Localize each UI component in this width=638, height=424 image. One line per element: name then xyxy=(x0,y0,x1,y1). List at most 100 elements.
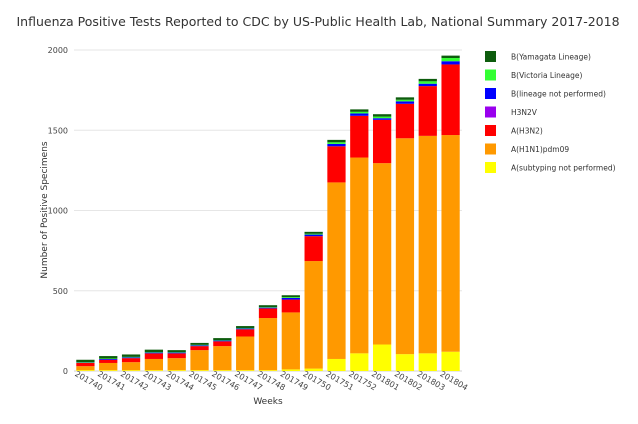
bar-segment xyxy=(395,101,415,104)
bar-segment xyxy=(418,83,437,87)
bar-segment xyxy=(350,157,369,354)
x-axis-title: Weeks xyxy=(253,397,283,407)
bar-segment xyxy=(304,234,323,237)
bar-stack-201801 xyxy=(372,114,392,371)
bar-stack-201750 xyxy=(304,231,323,371)
bar-segment xyxy=(121,370,141,371)
bar-segment xyxy=(99,359,118,363)
bar-segment xyxy=(304,231,323,234)
bar-segment xyxy=(350,111,369,114)
bar-stack-201741 xyxy=(99,356,118,371)
legend-swatch xyxy=(485,143,496,155)
bar-stack-201748 xyxy=(258,305,278,371)
bar-segment xyxy=(281,369,300,371)
bar-segment xyxy=(304,261,323,369)
bar-stack-201743 xyxy=(144,349,164,371)
bar-segment xyxy=(441,64,460,136)
legend-label: A(H3N2) xyxy=(511,127,543,136)
bar-stack-201752 xyxy=(350,109,369,371)
legend-label: A(H1N1)pdm09 xyxy=(511,145,569,154)
bar-segment xyxy=(418,78,437,82)
bar-stack-201751 xyxy=(327,139,346,371)
bar-stack-201740 xyxy=(76,359,95,371)
bar-segment xyxy=(190,370,209,371)
legend-swatch xyxy=(485,88,496,99)
bar-stack-201802 xyxy=(395,97,415,371)
bar-segment xyxy=(258,318,278,371)
y-tick-label: 0 xyxy=(63,367,68,376)
bar-segment xyxy=(258,305,278,308)
bar-segment xyxy=(418,81,437,84)
bar-segment xyxy=(281,299,300,313)
bar-segment xyxy=(327,146,346,183)
bar-segment xyxy=(167,352,186,354)
bar-segment xyxy=(372,114,392,117)
bar-segment xyxy=(395,99,415,102)
bar-segment xyxy=(350,113,369,116)
bar-segment xyxy=(236,326,255,328)
bar-stack-201749 xyxy=(281,295,300,371)
bar-segment xyxy=(213,370,232,371)
bar-stack-201746 xyxy=(213,338,232,371)
y-tick-label: 1000 xyxy=(48,207,68,216)
bar-segment xyxy=(99,362,118,371)
bar-segment xyxy=(121,358,141,363)
bar-segment xyxy=(281,295,300,298)
bar-segment xyxy=(144,352,164,354)
bar-segment xyxy=(441,55,460,59)
bar-segment xyxy=(281,297,300,298)
y-axis-title: Number of Positive Specimens xyxy=(40,141,50,279)
legend-item[interactable]: B(lineage not performed) xyxy=(485,88,606,99)
legend-swatch xyxy=(485,51,496,62)
bar-segment xyxy=(304,368,323,371)
legend-item[interactable]: H3N2V xyxy=(485,106,538,118)
bar-segment xyxy=(213,341,232,347)
bar-segment xyxy=(121,357,141,359)
bar-stack-201742 xyxy=(121,354,141,371)
bar-segment xyxy=(327,142,346,144)
bar-segment xyxy=(167,370,186,371)
bar-segment xyxy=(281,312,300,370)
bar-segment xyxy=(281,297,300,300)
bar-segment xyxy=(350,353,369,371)
x-axis-ticks: 2017402017412017422017432017442017452017… xyxy=(73,369,469,392)
bar-segment xyxy=(144,349,164,353)
y-tick-label: 500 xyxy=(53,287,68,296)
bar-segment xyxy=(144,358,164,371)
y-tick-label: 2000 xyxy=(48,46,68,55)
bar-segment xyxy=(236,370,255,371)
bar-stack-201744 xyxy=(167,350,186,371)
legend-item[interactable]: B(Victoria Lineage) xyxy=(485,69,583,81)
bar-segment xyxy=(258,370,278,371)
legend-item[interactable]: B(Yamagata Lineage) xyxy=(485,51,591,62)
bar-segment xyxy=(213,340,232,342)
legend-label: A(subtyping not performed) xyxy=(511,164,616,173)
legend: B(Yamagata Lineage) B(Victoria Lineage) B(… xyxy=(485,51,616,173)
legend-item[interactable]: A(subtyping not performed) xyxy=(485,162,616,173)
legend-label: B(Yamagata Lineage) xyxy=(511,53,591,62)
chart-title: Influenza Positive Tests Reported to CDC… xyxy=(16,14,619,29)
bar-segment xyxy=(327,143,346,147)
bar-stack-201747 xyxy=(236,326,255,371)
bar-segment xyxy=(372,344,392,371)
bar-segment xyxy=(372,119,392,164)
legend-item[interactable]: A(H3N2) xyxy=(485,125,543,136)
bar-segment xyxy=(304,236,323,262)
bar-segment xyxy=(304,233,323,235)
bar-segment xyxy=(144,353,164,359)
bar-segment xyxy=(372,116,392,119)
bar-segment xyxy=(144,370,164,371)
bar-segment xyxy=(167,350,186,353)
bar-segment xyxy=(190,342,209,345)
bar-segment xyxy=(99,356,118,359)
legend-item[interactable]: A(H1N1)pdm09 xyxy=(485,143,569,155)
bar-segment xyxy=(258,307,278,309)
bar-segment xyxy=(418,353,437,371)
bar-segment xyxy=(236,329,255,337)
legend-swatch xyxy=(485,162,496,173)
bar-segment xyxy=(99,370,118,371)
bar-segment xyxy=(76,366,95,371)
legend-swatch xyxy=(485,69,496,81)
bar-segment xyxy=(418,135,437,354)
